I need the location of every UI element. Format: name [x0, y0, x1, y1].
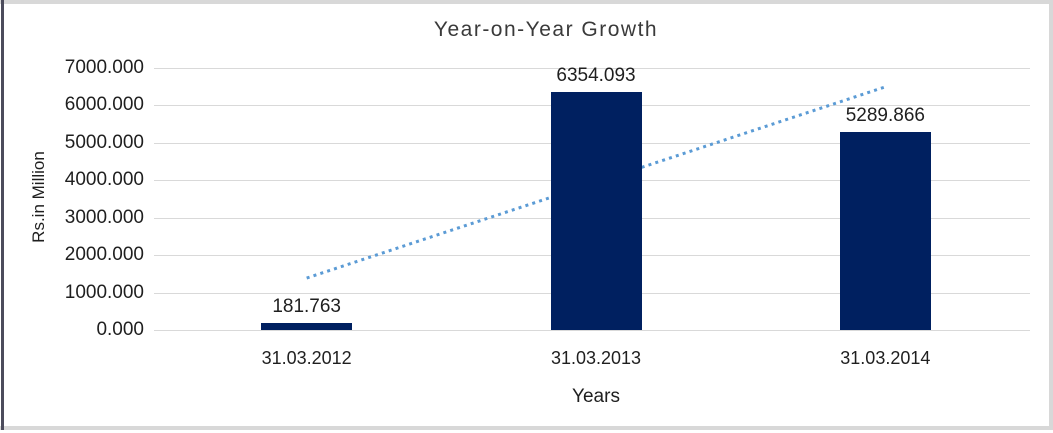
y-tick-label: 0.000 [96, 319, 144, 340]
chart-border-top [0, 0, 1053, 4]
y-tick-label: 7000.000 [64, 57, 144, 78]
y-tick-mark [154, 255, 162, 257]
bar-31.03.2013 [550, 92, 642, 330]
bar-31.03.2012 [261, 323, 353, 330]
y-tick-label: 3000.000 [64, 206, 144, 228]
gridline [162, 68, 1030, 69]
x-category-label: 31.03.2013 [550, 348, 642, 368]
chart-border-left [1, 0, 4, 430]
y-tick-mark [154, 330, 162, 331]
y-tick-label: 5000.000 [64, 131, 144, 153]
x-axis-title: Years [572, 386, 620, 407]
y-tick-mark [154, 105, 162, 107]
x-category-label: 31.03.2012 [261, 348, 352, 368]
y-tick-label: 4000.000 [64, 169, 144, 191]
bar-data-label: 6354.093 [556, 65, 636, 87]
y-tick-mark [154, 217, 162, 219]
y-tick-mark [154, 180, 162, 182]
y-tick-label: 2000.000 [64, 244, 144, 266]
gridline [162, 330, 1030, 331]
y-tick-mark [154, 292, 162, 294]
chart-border-bottom [0, 426, 1053, 430]
x-category-label: 31.03.2014 [840, 348, 931, 368]
bar-31.03.2014 [839, 132, 931, 330]
y-tick-mark [154, 68, 162, 69]
chart-title: Year-on-Year Growth [433, 18, 659, 41]
bar-data-label: 181.763 [272, 296, 341, 318]
y-axis-title: Rs.in Million [29, 151, 48, 243]
bar-data-label: 5289.866 [845, 105, 925, 126]
y-tick-label: 1000.000 [64, 281, 144, 303]
chart-border-right [1049, 0, 1053, 430]
y-tick-label: 6000.000 [64, 94, 144, 116]
y-tick-mark [154, 142, 162, 144]
